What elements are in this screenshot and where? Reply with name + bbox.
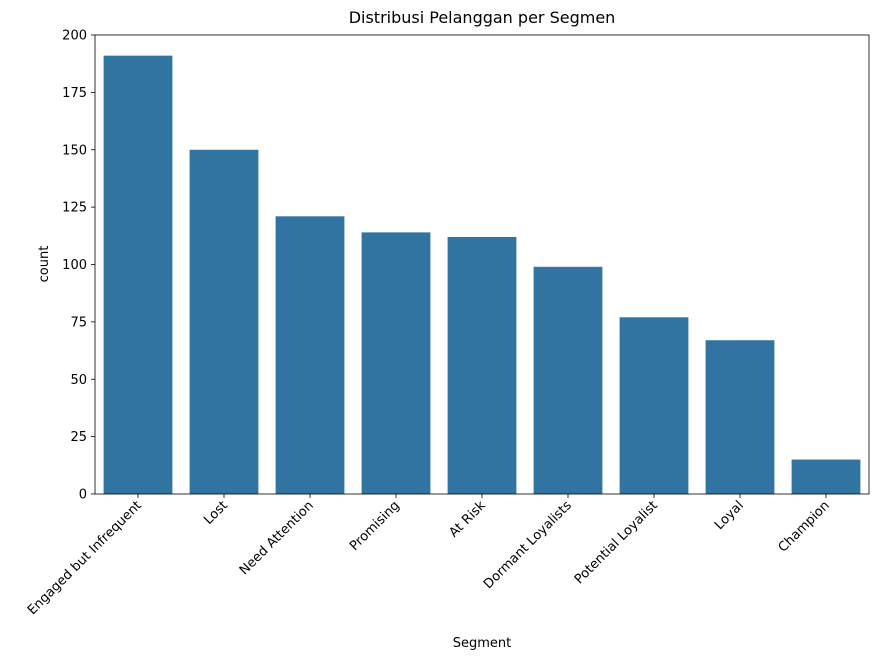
y-tick-label-3: 75: [70, 315, 87, 330]
bar-7: [705, 340, 775, 494]
bars-group: [103, 55, 861, 494]
x-tick-label-1: Lost: [201, 498, 231, 528]
bar-4: [447, 236, 517, 494]
plot-frame: [94, 34, 870, 495]
x-axis-label: Segment: [453, 636, 512, 651]
y-tick-label-5: 125: [62, 201, 87, 216]
bar-8: [791, 459, 861, 494]
y-tick-label-0: 0: [79, 488, 87, 503]
y-tick-label-1: 25: [70, 430, 87, 445]
x-tick-label-4: At Risk: [447, 498, 490, 541]
bar-3: [361, 232, 431, 494]
x-tick-label-5: Dormant Loyalists: [481, 498, 575, 592]
chart-title: Distribusi Pelanggan per Segmen: [349, 8, 616, 27]
bar-2: [275, 216, 345, 494]
x-tick-label-6: Potential Loyalist: [572, 498, 661, 587]
y-tick-label-8: 200: [62, 29, 87, 44]
bar-0: [103, 55, 173, 494]
y-tick-label-7: 175: [62, 86, 87, 101]
y-axis-label: count: [37, 246, 52, 283]
bar-5: [533, 266, 603, 494]
y-tick-label-4: 100: [62, 258, 87, 273]
x-axis: Engaged but Infrequent Lost Need Attention…: [25, 494, 833, 618]
x-tick-label-0: Engaged but Infrequent: [25, 498, 145, 618]
y-tick-label-2: 50: [70, 373, 87, 388]
bar-1: [189, 149, 259, 494]
x-tick-label-8: Champion: [776, 498, 833, 555]
x-tick-label-7: Loyal: [712, 498, 747, 533]
y-tick-label-6: 150: [62, 143, 87, 158]
bar-6: [619, 317, 689, 494]
y-axis: 0 25 50 75 100 125 150 175 200: [62, 29, 95, 503]
x-tick-label-3: Promising: [347, 498, 403, 554]
x-tick-label-2: Need Attention: [237, 498, 317, 578]
